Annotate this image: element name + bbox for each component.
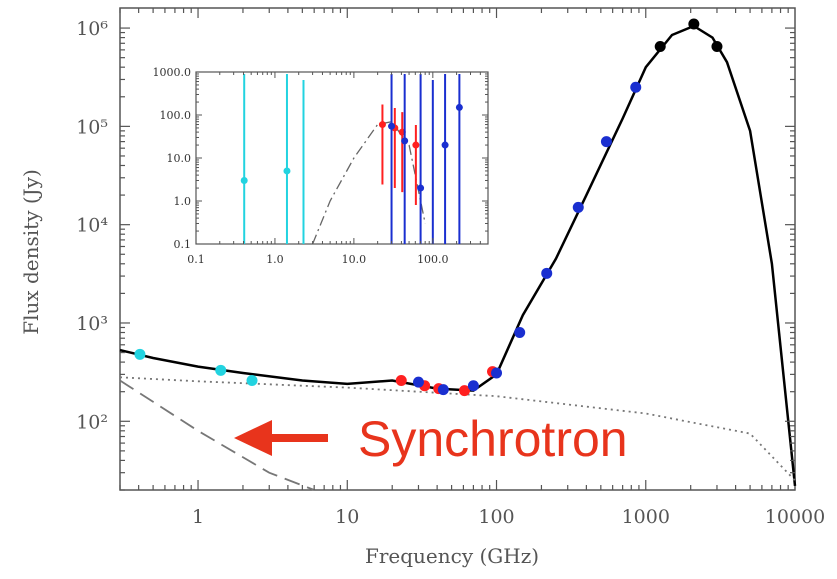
y-tick-label: 10⁵: [76, 116, 108, 138]
x-axis-label: Frequency (GHz): [365, 544, 539, 568]
y-tick-label: 10⁶: [76, 18, 108, 40]
data-point: [630, 81, 642, 93]
y-tick-label: 10⁴: [76, 215, 108, 237]
data-point: [688, 18, 700, 30]
x-tick-label: 1: [192, 506, 204, 528]
curve-dotted: [119, 376, 796, 482]
data-point: [572, 201, 584, 213]
inset-x-tick-label: 100.0: [417, 253, 449, 266]
inset-curves: [311, 120, 426, 245]
inset-curve-dashdot: [311, 120, 426, 245]
inset-x-tick-label: 10.0: [342, 253, 367, 266]
data-point: [654, 40, 666, 52]
inset-data-point: [378, 121, 386, 129]
inset-y-tick-label: 1.0: [174, 195, 192, 208]
inset-data-point: [417, 184, 425, 192]
inset-y-tick-label: 100.0: [160, 109, 192, 122]
inset-ticks: 0.1 1.0 10.0 100.0 0.1 1.0 10.0 100.0 1000.0: [153, 66, 489, 266]
synchrotron-label: Synchrotron: [358, 411, 628, 467]
inset-data-point: [441, 141, 449, 149]
inset-y-tick-label: 10.0: [167, 152, 192, 165]
inset-points: [240, 74, 463, 244]
inset-x-tick-label: 0.1: [187, 253, 205, 266]
inset-y-tick-label: 1000.0: [153, 66, 192, 79]
inset-x-tick-label: 1.0: [266, 253, 284, 266]
inset-data-point: [388, 122, 396, 130]
x-tick-label: 100: [478, 506, 514, 528]
inset-y-tick-label: 0.1: [174, 238, 192, 251]
data-point: [541, 267, 553, 279]
data-point: [246, 374, 258, 386]
y-tick-label: 10²: [76, 411, 108, 433]
inset-data-point: [283, 167, 291, 175]
inset-data-point: [401, 137, 409, 145]
main-points: [134, 18, 723, 397]
data-point: [437, 384, 449, 396]
data-point: [514, 327, 526, 339]
data-point: [458, 385, 470, 397]
inset-data-point: [240, 176, 248, 184]
data-point: [412, 376, 424, 388]
data-point: [711, 40, 723, 52]
synchrotron-arrow-head: [234, 420, 272, 456]
data-point: [134, 348, 146, 360]
data-point: [395, 374, 407, 386]
inset-data-point: [412, 141, 420, 149]
inset-data-point: [455, 103, 463, 111]
x-tick-label: 10: [335, 506, 359, 528]
data-point: [467, 380, 479, 392]
y-axis-label: Flux density (Jy): [19, 169, 43, 335]
y-tick-label: 10³: [76, 313, 108, 335]
curve-dashed: [119, 379, 315, 491]
x-tick-label: 1000: [622, 506, 670, 528]
data-point: [215, 364, 227, 376]
x-tick-label: 10000: [765, 506, 825, 528]
main-ticks: 1 10 100 1000 10000 10² 10³ 10⁴ 10⁵ 10⁶: [76, 8, 825, 528]
data-point: [600, 136, 612, 148]
synchrotron-annotation: Synchrotron: [234, 411, 628, 467]
data-point: [491, 367, 503, 379]
